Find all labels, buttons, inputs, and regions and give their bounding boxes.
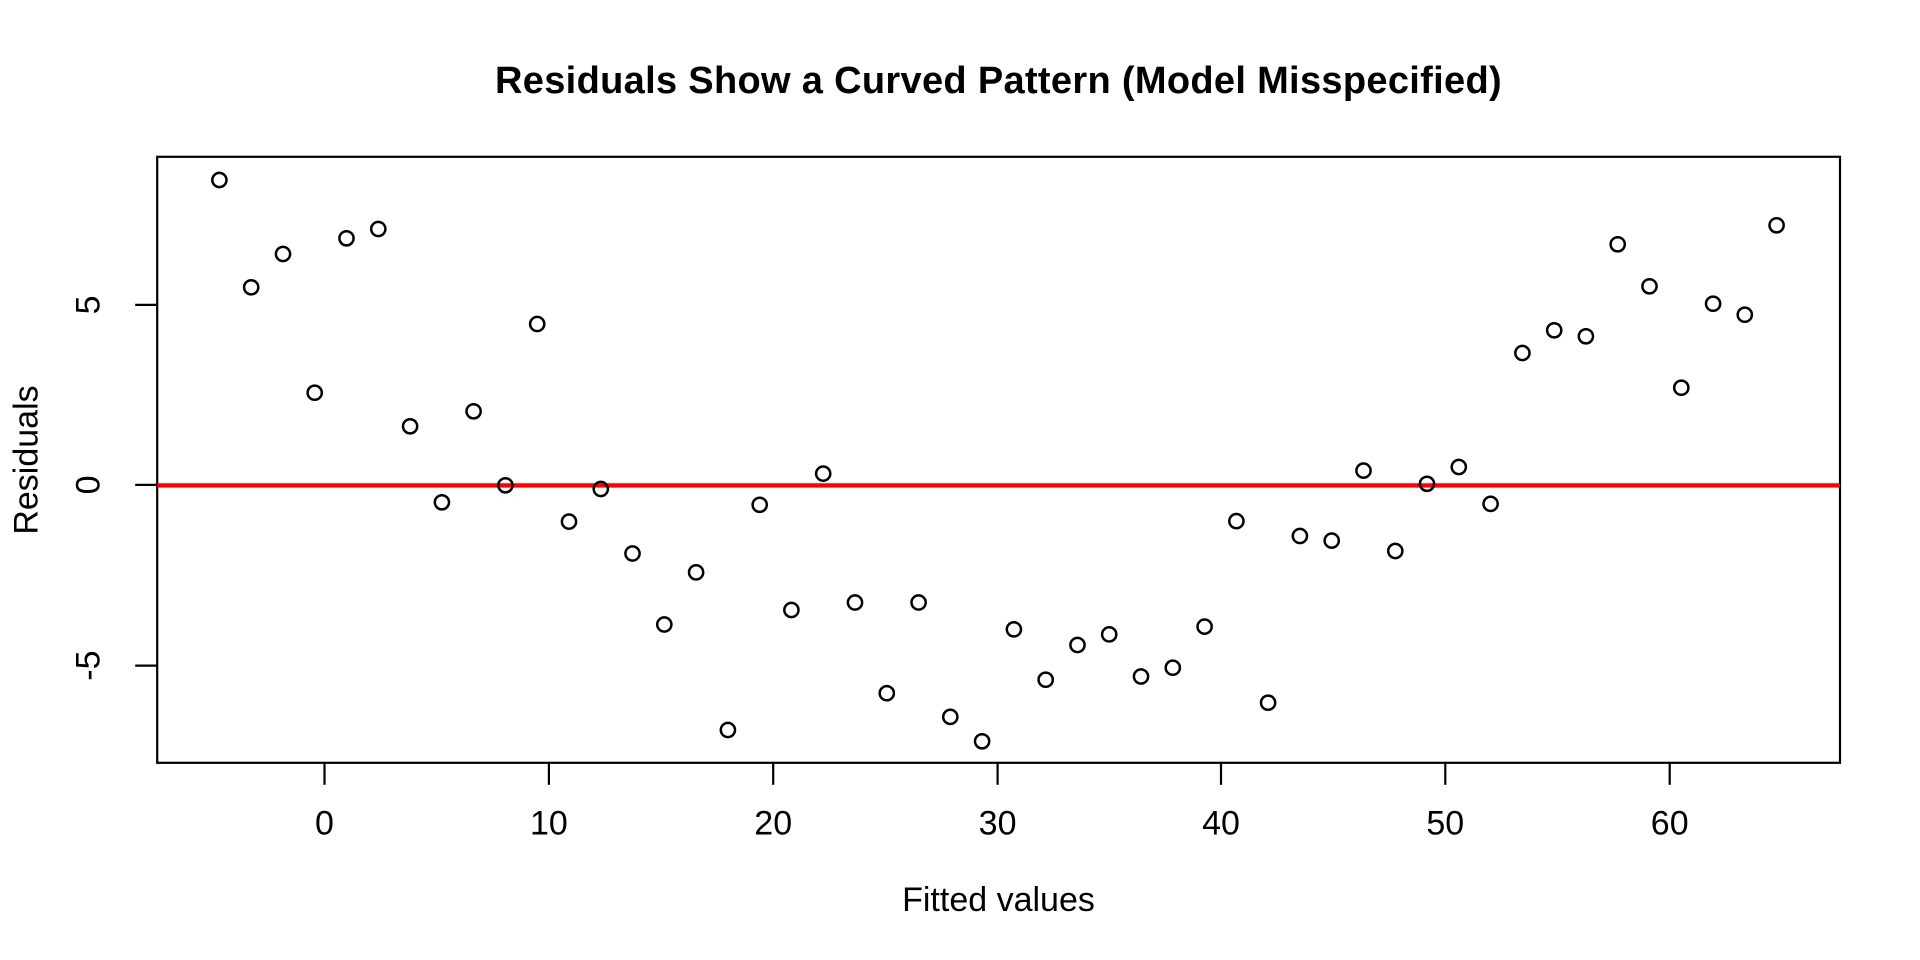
svg-text:0: 0 [315,805,334,843]
svg-text:50: 50 [1426,805,1464,843]
svg-text:0: 0 [70,475,108,494]
svg-text:-5: -5 [70,650,108,680]
svg-text:Residuals: Residuals [8,385,46,534]
svg-text:60: 60 [1651,805,1689,843]
svg-text:20: 20 [754,805,792,843]
svg-text:Residuals Show a Curved Patter: Residuals Show a Curved Pattern (Model M… [495,60,1502,102]
svg-text:Fitted values: Fitted values [902,881,1095,919]
svg-text:30: 30 [979,805,1017,843]
svg-text:10: 10 [530,805,568,843]
svg-text:5: 5 [70,295,108,314]
svg-text:40: 40 [1202,805,1240,843]
